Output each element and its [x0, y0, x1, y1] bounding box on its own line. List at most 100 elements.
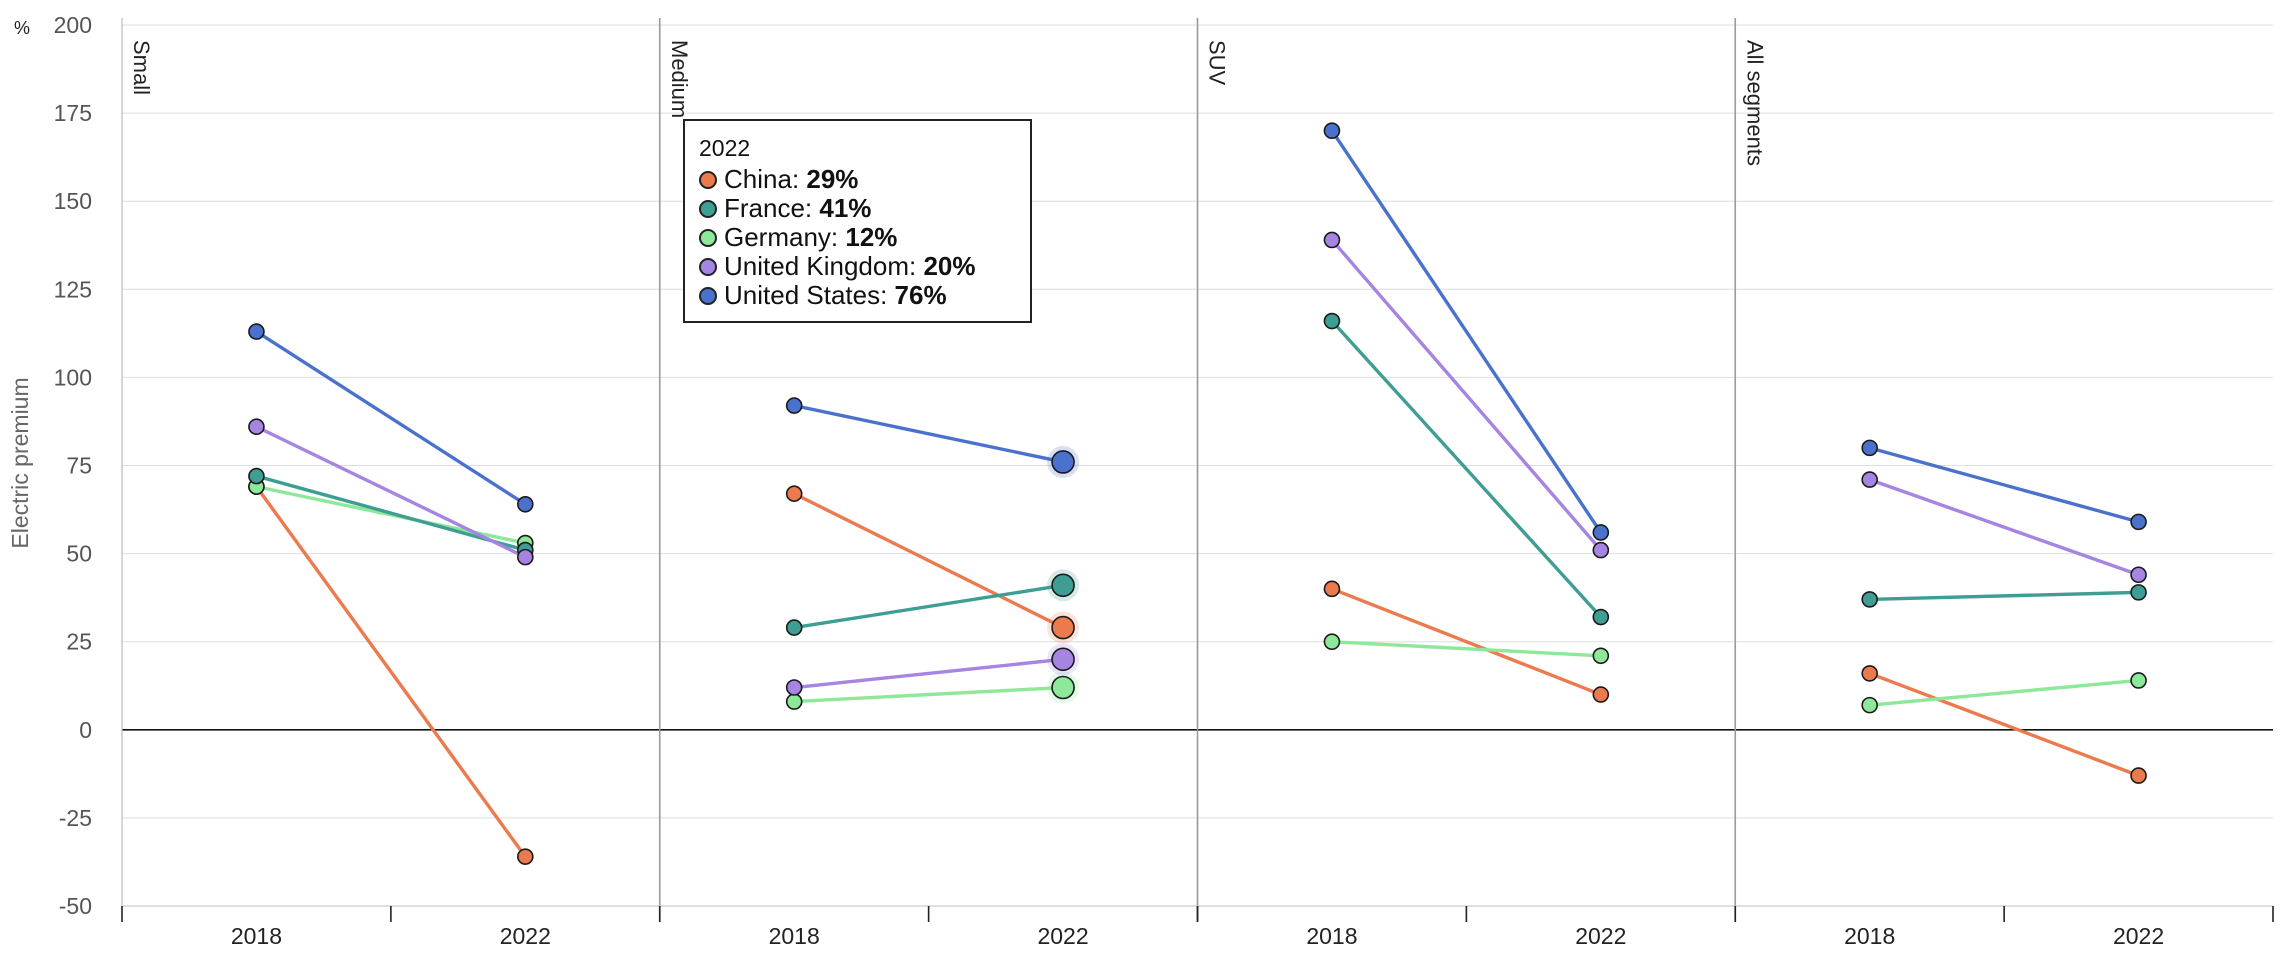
series-line-united-kingdom	[255, 425, 527, 559]
tooltip-value: 29%	[806, 164, 859, 194]
panel-label-medium: Medium	[667, 40, 692, 118]
x-tick-label: 2022	[2113, 923, 2164, 949]
tooltip-country: France	[724, 193, 805, 223]
y-axis-title: Electric premium	[7, 377, 33, 548]
data-point-united-kingdom[interactable]	[2130, 566, 2147, 584]
data-point-united-kingdom[interactable]	[1861, 471, 1878, 488]
y-tick-label: 100	[54, 364, 92, 390]
tooltip-title: 2022	[699, 135, 751, 161]
data-point-germany[interactable]	[785, 693, 803, 710]
panel-label-all-segments: All segments	[1742, 40, 1767, 166]
data-point-united-states[interactable]	[1861, 439, 1878, 457]
data-point-france[interactable]	[1051, 573, 1075, 598]
tooltip-row-germany: Germany: 12%	[699, 223, 1016, 252]
data-point-united-states[interactable]	[1323, 122, 1341, 140]
data-point-united-kingdom[interactable]	[1051, 647, 1075, 672]
y-tick-label: 200	[54, 12, 92, 38]
tooltip-row-france: France: 41%	[699, 194, 1016, 223]
tooltip-value: 20%	[923, 251, 976, 281]
labels: -50 -25 0 25 50 75 100 125 150 175 200 2018 2022 Smal…	[7, 12, 2164, 949]
data-point-china[interactable]	[1861, 665, 1878, 682]
series-line-china	[255, 485, 527, 858]
data-point-china[interactable]	[2130, 767, 2147, 784]
panel-label-small: Small	[129, 40, 154, 95]
data-point-united-states[interactable]	[1051, 450, 1075, 474]
united-states-dot-icon	[699, 286, 717, 305]
x-tick-label: 2018	[1844, 923, 1895, 949]
x-tick-label: 2018	[231, 923, 282, 949]
data-point-united-kingdom[interactable]	[1592, 541, 1610, 559]
data-point-germany[interactable]	[1323, 633, 1341, 651]
axes	[121, 18, 2274, 922]
tooltip-value: 76%	[894, 280, 947, 310]
x-tick-label: 2022	[1037, 923, 1088, 949]
y-tick-label: 25	[66, 629, 92, 655]
tooltip-row-united-states: United States: 76%	[699, 281, 1016, 310]
germany-dot-icon	[699, 228, 717, 247]
tooltip-country: China	[724, 164, 792, 194]
y-tick-label: 0	[79, 717, 92, 743]
data-point-china[interactable]	[1592, 686, 1610, 703]
data-point-united-kingdom[interactable]	[1323, 231, 1341, 249]
tooltip-value: 12%	[845, 222, 898, 252]
series-line-united-states	[793, 403, 1064, 464]
data-point-france[interactable]	[2130, 584, 2147, 601]
series-line-united-states	[1869, 446, 2140, 524]
data-points[interactable]	[248, 122, 2147, 865]
series-lines	[255, 129, 2140, 858]
y-tick-label: 50	[66, 541, 92, 567]
series-line-china	[793, 492, 1064, 630]
data-point-france[interactable]	[248, 467, 265, 485]
data-point-united-states[interactable]	[1592, 524, 1610, 541]
data-point-united-states[interactable]	[785, 397, 803, 414]
y-axis-unit: %	[14, 18, 30, 38]
tooltip-country: United States	[724, 280, 881, 310]
series-line-france	[793, 583, 1064, 630]
data-point-germany[interactable]	[1051, 675, 1075, 700]
data-point-china[interactable]	[785, 485, 803, 502]
y-tick-label: 175	[54, 100, 92, 126]
tooltip: 2022 China: 29% France: 41% Germany: 12%…	[683, 119, 1032, 323]
tooltip-row-united-kingdom: United Kingdom: 20%	[699, 252, 1016, 281]
tooltip-row-china: China: 29%	[699, 165, 1016, 194]
y-tick-label: 75	[66, 453, 92, 479]
x-tick-label: 2018	[1306, 923, 1357, 949]
data-point-united-kingdom[interactable]	[785, 679, 803, 696]
y-tick-label: -50	[59, 893, 92, 919]
tooltip-value: 41%	[819, 193, 872, 223]
series-line-france	[1869, 590, 2139, 602]
y-tick-label: 150	[54, 188, 92, 214]
data-point-united-kingdom[interactable]	[517, 548, 534, 566]
y-tick-label: -25	[59, 805, 92, 831]
data-point-china[interactable]	[517, 848, 534, 865]
data-point-france[interactable]	[1861, 591, 1878, 608]
data-point-china[interactable]	[1051, 615, 1075, 640]
series-line-united-kingdom	[794, 657, 1064, 690]
data-point-france[interactable]	[785, 619, 803, 636]
data-point-france[interactable]	[1592, 608, 1610, 626]
data-point-china[interactable]	[1323, 580, 1341, 598]
series-line-china	[1331, 587, 1602, 697]
china-dot-icon	[699, 170, 717, 189]
series-line-france	[1330, 319, 1603, 619]
series-line-germany	[1331, 640, 1601, 658]
series-line-united-states	[255, 330, 527, 506]
data-point-united-states[interactable]	[248, 323, 265, 340]
series-line-france	[255, 474, 526, 552]
data-point-germany[interactable]	[2130, 672, 2147, 689]
data-point-united-states[interactable]	[2130, 513, 2147, 531]
data-point-germany[interactable]	[1861, 696, 1878, 714]
x-tick-label: 2018	[769, 923, 820, 949]
data-point-united-kingdom[interactable]	[248, 418, 265, 436]
data-point-united-states[interactable]	[517, 495, 534, 513]
data-point-france[interactable]	[1323, 312, 1341, 330]
series-line-united-kingdom	[1330, 238, 1603, 552]
y-tick-label: 125	[54, 276, 92, 302]
data-point-germany[interactable]	[1592, 647, 1610, 665]
series-line-united-states	[1330, 129, 1603, 534]
united-kingdom-dot-icon	[699, 257, 717, 276]
france-dot-icon	[699, 199, 717, 218]
tooltip-country: Germany	[724, 222, 831, 252]
tooltip-country: United Kingdom	[724, 251, 909, 281]
x-tick-label: 2022	[1575, 923, 1626, 949]
